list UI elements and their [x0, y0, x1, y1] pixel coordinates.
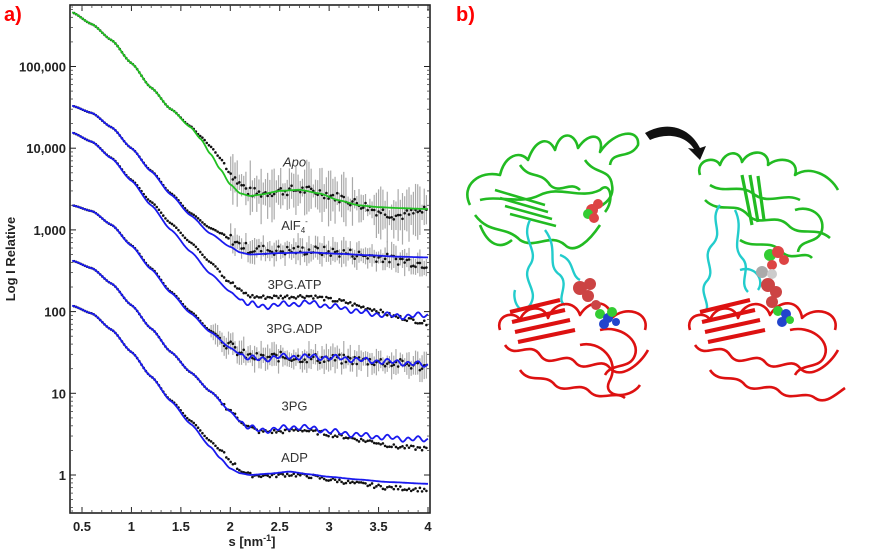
- x-tick-label: 1.5: [172, 519, 190, 534]
- series-label: 3PG: [282, 398, 308, 413]
- curved-arrow-icon: [645, 126, 706, 160]
- series-label: ADP: [281, 450, 308, 465]
- series-3pg-adp: [71, 204, 429, 383]
- x-tick-label: 3.5: [370, 519, 388, 534]
- fit-line: [71, 11, 428, 210]
- structure-open: [466, 132, 650, 400]
- x-axis-title-main: s [nm: [228, 534, 263, 549]
- axis-ticks: 0.5 1 1.5 2 2.5 3 3.5 4 1 10 100 1,000 10,000 100,000: [19, 5, 432, 534]
- fit-line: [71, 204, 429, 368]
- x-tick-label: 0.5: [73, 519, 91, 534]
- domain-bottom-open: [497, 298, 650, 400]
- series-label: AlF4-: [281, 217, 308, 235]
- fit-line: [71, 259, 429, 443]
- fit-line: [71, 131, 429, 321]
- x-axis-title: s [nm-1]: [228, 533, 275, 549]
- x-tick-label: 2.5: [271, 519, 289, 534]
- series-adp: [71, 304, 428, 493]
- domain-linker-open: [513, 219, 581, 311]
- y-tick-label: 100: [44, 305, 66, 320]
- x-axis-title-close: ]: [271, 534, 275, 549]
- y-tick-label: 10,000: [26, 141, 66, 156]
- series-labels: Apo AlF4- 3PG.ATP 3PG.ADP 3PG ADP: [266, 154, 322, 464]
- fit-line: [71, 104, 429, 259]
- x-tick-label: 4: [424, 519, 432, 534]
- domain-bottom-closed: [687, 298, 846, 402]
- series-label: Apo: [282, 154, 306, 169]
- series-label: 3PG.ADP: [266, 321, 322, 336]
- ligand-spheres-open: [573, 199, 620, 329]
- series-alf4-: [71, 104, 429, 277]
- y-tick-label: 10: [52, 386, 66, 401]
- y-tick-label: 1,000: [33, 223, 66, 238]
- y-tick-label: 100,000: [19, 60, 66, 75]
- ligand-spheres-closed: [756, 246, 794, 327]
- y-axis-title: Log I Relative: [3, 217, 18, 302]
- y-tick-label: 1: [59, 468, 66, 483]
- series-3pg-atp: [71, 131, 429, 327]
- x-tick-label: 3: [326, 519, 333, 534]
- domain-top-open: [466, 132, 640, 250]
- series-3pg: [71, 259, 429, 452]
- fit-line: [71, 304, 428, 485]
- plot-content: [71, 11, 429, 493]
- panel-label-a: a): [4, 4, 22, 26]
- series-label: 3PG.ATP: [268, 277, 322, 292]
- series-apo: [71, 11, 428, 245]
- x-axis-title-sup: -1: [263, 533, 271, 543]
- panel-label-b: b): [456, 4, 475, 26]
- protein-structure-illustration: [466, 126, 846, 402]
- structure-closed: [687, 151, 846, 402]
- x-tick-label: 1: [128, 519, 135, 534]
- x-tick-label: 2: [227, 519, 234, 534]
